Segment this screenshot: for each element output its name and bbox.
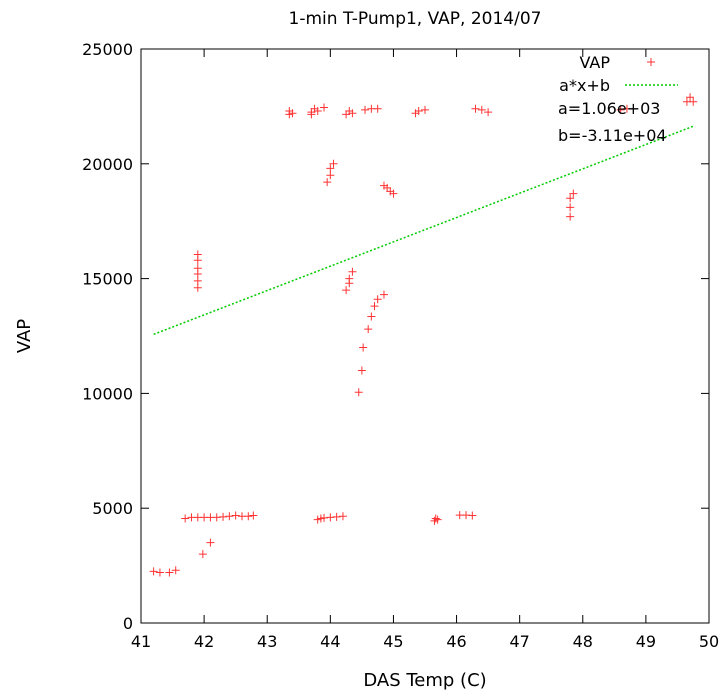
x-tick-label: 50 (699, 632, 719, 651)
fit-line-layer (153, 125, 694, 336)
x-axis: 41 42 43 44 45 46 47 48 49 50 (131, 49, 719, 651)
data-point (225, 512, 234, 521)
data-point (193, 283, 202, 292)
data-point (569, 189, 578, 198)
data-point (342, 286, 351, 295)
data-point (566, 203, 575, 212)
data-point (244, 512, 253, 521)
data-point (616, 105, 625, 114)
legend-label-fit: a*x+b (559, 76, 610, 95)
data-point (165, 568, 174, 577)
legend-label-vap: VAP (579, 53, 610, 72)
data-point (354, 388, 363, 397)
points-layer (149, 93, 698, 577)
chart-title: 1-min T-Pump1, VAP, 2014/07 (289, 9, 542, 29)
data-point (193, 250, 202, 259)
data-point (361, 105, 370, 114)
data-point (364, 325, 373, 334)
plot-area (140, 48, 710, 624)
data-point (313, 106, 322, 115)
data-point (414, 106, 423, 115)
data-point (171, 566, 180, 575)
legend: VAP a*x+b (559, 53, 678, 95)
data-point (288, 109, 297, 118)
annotation-b: b=-3.11e+04 (558, 126, 667, 145)
data-point (357, 366, 366, 375)
data-point (566, 194, 575, 203)
legend-marker-vap (647, 58, 655, 66)
x-tick-label: 48 (573, 632, 593, 651)
data-point (345, 274, 354, 283)
x-tick-label: 46 (446, 632, 466, 651)
data-point (468, 511, 477, 520)
data-point (198, 550, 207, 559)
x-tick-label: 44 (320, 632, 340, 651)
data-point (326, 164, 335, 173)
data-point (359, 343, 368, 352)
data-point (421, 105, 429, 114)
y-tick-label: 20000 (82, 155, 133, 174)
data-point (149, 567, 158, 576)
data-point (686, 93, 695, 102)
data-point (326, 171, 335, 180)
data-point (307, 110, 316, 119)
data-point (348, 267, 357, 276)
data-point (367, 312, 376, 321)
data-point (471, 104, 480, 113)
data-point (206, 538, 215, 547)
y-tick-label: 10000 (82, 384, 133, 403)
data-point (323, 178, 332, 187)
y-axis: 0 5000 10000 15000 20000 25000 (82, 40, 709, 633)
x-tick-label: 47 (509, 632, 529, 651)
data-point (431, 514, 440, 523)
data-point (389, 189, 398, 198)
data-point (249, 511, 258, 520)
y-axis-title: VAP (14, 319, 35, 353)
data-point (689, 97, 698, 106)
data-point (373, 104, 382, 113)
data-point (373, 295, 382, 304)
y-tick-label: 0 (123, 614, 133, 633)
data-point (566, 212, 575, 221)
plot-frame (140, 48, 710, 624)
data-point (181, 514, 190, 523)
data-point (338, 512, 347, 521)
x-axis-title: DAS Temp (C) (363, 670, 486, 691)
data-point (348, 109, 357, 118)
annotation-a: a=1.06e+03 (558, 99, 660, 118)
x-tick-label: 45 (383, 632, 403, 651)
data-point (320, 103, 329, 112)
data-point (155, 568, 164, 577)
data-point (332, 512, 341, 521)
x-tick-label: 43 (257, 632, 277, 651)
data-point (477, 105, 486, 114)
y-tick-label: 15000 (82, 270, 133, 289)
data-point (379, 290, 388, 299)
y-tick-label: 5000 (92, 499, 133, 518)
legend-marker-plus (647, 58, 655, 66)
data-point (193, 276, 202, 285)
data-point (622, 104, 631, 113)
x-tick-label: 49 (636, 632, 656, 651)
data-point (484, 108, 493, 117)
x-tick-label: 42 (194, 632, 214, 651)
data-point (219, 512, 228, 521)
data-point (193, 264, 202, 273)
data-point (433, 515, 442, 524)
fit-line (153, 125, 694, 336)
y-tick-label: 25000 (82, 40, 133, 59)
x-tick-label: 41 (131, 632, 151, 651)
data-point (370, 302, 379, 311)
data-point (231, 511, 240, 520)
data-point (329, 159, 338, 168)
